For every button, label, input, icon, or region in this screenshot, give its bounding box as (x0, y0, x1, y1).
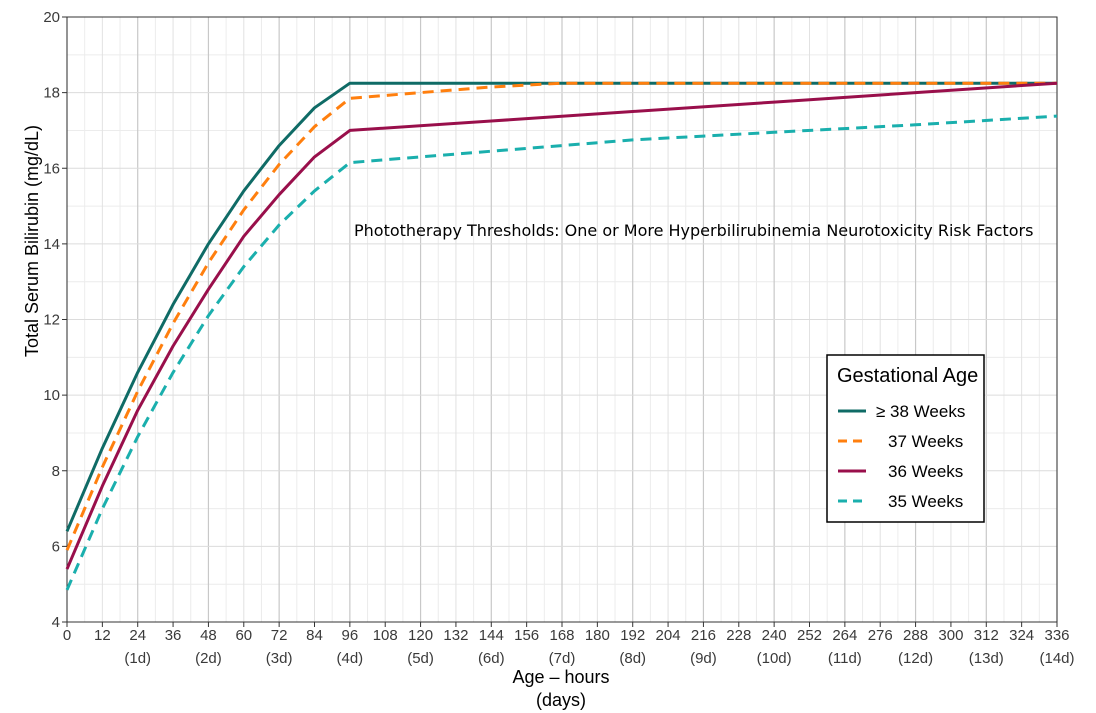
x-tick-label: 204 (656, 627, 681, 644)
x-tick-label: 72 (271, 627, 288, 644)
x-tick-label: 252 (797, 627, 822, 644)
day-tick-label: (3d) (266, 650, 293, 667)
x-tick-label: 240 (762, 627, 787, 644)
x-axis-day-ticks: (1d) (2d) (3d) (4d) (5d) (6d) (7d) (8d) (9d) (10d… (124, 650, 1074, 667)
y-tick-label: 4 (52, 614, 60, 631)
series-line-3 (65, 114, 1058, 591)
x-tick-label: 228 (726, 627, 751, 644)
legend-title: Gestational Age (837, 365, 978, 387)
y-axis-ticks: 4 6 8 10 12 14 16 18 20 (43, 9, 67, 631)
x-tick-label: 276 (868, 627, 893, 644)
x-tick-label: 60 (235, 627, 252, 644)
day-tick-label: (13d) (969, 650, 1004, 667)
legend: Gestational Age ≥ 38 Weeks 37 Weeks 36 Wee… (826, 354, 985, 523)
day-tick-label: (10d) (757, 650, 792, 667)
day-tick-label: (6d) (478, 650, 505, 667)
major-grid (66, 16, 1058, 623)
y-tick-label: 20 (43, 9, 60, 26)
x-tick-label: 300 (938, 627, 963, 644)
y-tick-label: 18 (43, 85, 60, 102)
day-tick-label: (4d) (337, 650, 364, 667)
x-tick-label: 108 (373, 627, 398, 644)
x-tick-label: 168 (549, 627, 574, 644)
x-tick-label: 324 (1009, 627, 1034, 644)
x-tick-label: 0 (63, 627, 71, 644)
y-axis-label: Total Serum Bilirubin (mg/dL) (22, 125, 42, 357)
x-axis-label: Age – hours (512, 667, 609, 687)
x-tick-label: 120 (408, 627, 433, 644)
annotation-text: Phototherapy Thresholds: One or More Hyp… (354, 221, 1033, 240)
day-tick-label: (2d) (195, 650, 222, 667)
series-line-1 (65, 81, 1057, 551)
x-tick-label: 24 (129, 627, 146, 644)
x-tick-label: 156 (514, 627, 539, 644)
x-tick-label: 192 (620, 627, 645, 644)
x-tick-label: 96 (342, 627, 359, 644)
y-tick-label: 8 (52, 463, 60, 480)
day-tick-label: (14d) (1039, 650, 1074, 667)
series-line-0 (65, 81, 1057, 532)
day-tick-label: (11d) (828, 650, 862, 667)
y-tick-label: 12 (43, 312, 60, 329)
day-tick-label: (8d) (619, 650, 646, 667)
x-tick-label: 336 (1044, 627, 1069, 644)
x-tick-label: 36 (165, 627, 182, 644)
y-tick-label: 10 (43, 387, 60, 404)
legend-box (826, 354, 985, 523)
x-axis-ticks: 0 12 24 36 48 60 72 84 96 108 120 132 144 156 168 180 19… (63, 622, 1070, 644)
x-tick-label: 264 (832, 627, 857, 644)
y-tick-label: 14 (43, 236, 60, 253)
x-tick-label: 216 (691, 627, 716, 644)
day-tick-label: (9d) (690, 650, 717, 667)
x-axis-sublabel: (days) (536, 690, 586, 710)
x-tick-label: 48 (200, 627, 217, 644)
legend-label-2: 36 Weeks (888, 462, 963, 481)
x-tick-label: 84 (306, 627, 323, 644)
x-tick-label: 288 (903, 627, 928, 644)
day-tick-label: (1d) (124, 650, 151, 667)
series-line-2 (65, 81, 1058, 570)
day-tick-label: (12d) (898, 650, 933, 667)
legend-label-1: 37 Weeks (888, 432, 963, 451)
legend-label-3: 35 Weeks (888, 492, 963, 511)
x-tick-label: 312 (974, 627, 999, 644)
day-tick-label: (5d) (407, 650, 434, 667)
legend-items: ≥ 38 Weeks 37 Weeks 36 Weeks 35 Weeks (838, 402, 965, 511)
day-tick-label: (7d) (549, 650, 576, 667)
y-tick-label: 6 (52, 538, 60, 555)
series-layer (65, 81, 1058, 591)
y-tick-label: 16 (43, 160, 60, 177)
x-tick-label: 12 (94, 627, 111, 644)
x-tick-label: 144 (479, 627, 504, 644)
x-tick-label: 180 (585, 627, 610, 644)
x-tick-label: 132 (443, 627, 468, 644)
legend-label-0: ≥ 38 Weeks (876, 402, 965, 421)
